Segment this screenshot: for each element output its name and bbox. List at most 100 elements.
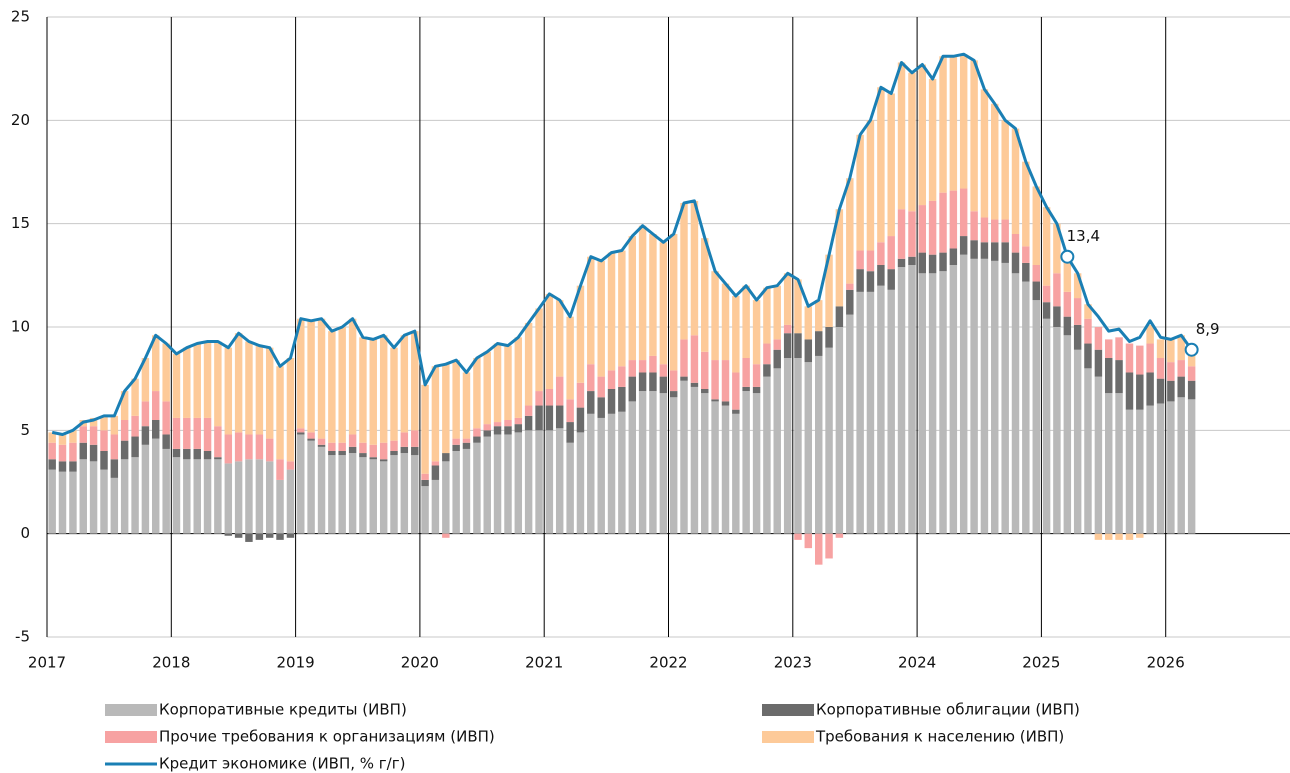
bar-segment xyxy=(991,260,999,534)
bar-segment xyxy=(711,360,719,400)
bar-segment xyxy=(680,376,688,381)
bar-segment xyxy=(1115,360,1123,394)
legend-swatch xyxy=(105,704,157,716)
bar-segment xyxy=(897,62,906,210)
bar-segment xyxy=(1084,343,1092,369)
bar-segment xyxy=(224,347,233,435)
bar-segment xyxy=(815,533,823,565)
bar-segment xyxy=(379,442,388,460)
bar-segment xyxy=(959,254,968,534)
bar-segment xyxy=(141,358,150,402)
bar-segment xyxy=(1177,397,1185,534)
bar-segment xyxy=(1105,393,1113,534)
bar-segment xyxy=(69,430,77,443)
bar-segment xyxy=(234,533,243,538)
bar-segment xyxy=(815,300,823,332)
bar-segment xyxy=(297,318,305,429)
bar-segment xyxy=(162,434,170,449)
bar-segment xyxy=(928,254,937,274)
bar-segment xyxy=(1146,324,1154,344)
bar-segment xyxy=(1094,376,1103,534)
bar-segment xyxy=(1022,281,1030,534)
bar-segment xyxy=(1094,327,1103,350)
bar-segment xyxy=(504,426,512,435)
bar-segment xyxy=(1125,533,1134,540)
bar-segment xyxy=(711,271,719,361)
bar-segment xyxy=(991,103,999,220)
bar-segment xyxy=(1042,207,1051,286)
bar-segment xyxy=(369,339,377,445)
bar-segment xyxy=(514,424,523,433)
bar-segment xyxy=(721,283,730,361)
bar-segment xyxy=(825,254,833,327)
line xyxy=(51,52,1193,436)
bar-segment xyxy=(866,271,875,292)
bar-segment xyxy=(328,442,336,451)
bar-segment xyxy=(203,459,212,534)
bar-segment xyxy=(307,440,315,534)
bar-segment xyxy=(721,360,730,402)
x-tick-label: 2026 xyxy=(1147,654,1185,672)
bar-segment xyxy=(276,533,284,540)
bar-segment xyxy=(877,265,885,286)
bar-segment xyxy=(183,347,191,418)
bar-segment xyxy=(866,250,875,272)
bar-segment xyxy=(949,56,958,191)
bar-segment xyxy=(79,426,87,443)
bar-segment xyxy=(493,434,502,534)
bar-segment xyxy=(908,72,916,212)
bar-segment xyxy=(172,457,181,534)
bar-segment xyxy=(566,442,574,534)
legend-label: Кредит экономике (ИВП, % г/г) xyxy=(159,755,405,773)
bar-segment xyxy=(763,376,771,534)
bar-segment xyxy=(514,417,523,425)
bar-segment xyxy=(224,463,233,534)
bar-segment xyxy=(338,455,346,534)
y-tick-label: 25 xyxy=(11,8,30,26)
bar-segment xyxy=(1125,343,1134,373)
bar-segment xyxy=(442,461,450,534)
bar-segment xyxy=(959,188,968,237)
bar-segment xyxy=(1105,358,1113,394)
bar-segment xyxy=(193,448,201,460)
bar-segment xyxy=(483,430,491,437)
bar-segment xyxy=(69,461,77,472)
bar-segment xyxy=(504,345,512,420)
bar-segment xyxy=(317,438,326,445)
bar-segment xyxy=(763,364,771,377)
bar-segment xyxy=(628,401,637,534)
bar-segment xyxy=(110,477,119,534)
bar-segment xyxy=(773,339,781,350)
point-marker xyxy=(1184,342,1199,357)
bar-segment xyxy=(545,405,554,431)
bar-segment xyxy=(110,415,119,435)
bar-segment xyxy=(1022,161,1030,247)
bar-segment xyxy=(1167,339,1175,363)
bar-segment xyxy=(555,405,564,429)
bar-segment xyxy=(576,285,585,383)
bar-segment xyxy=(701,351,709,389)
bar-segment xyxy=(317,444,326,447)
bar-segment xyxy=(1032,186,1040,265)
bar-segment xyxy=(783,324,792,334)
bar-segment xyxy=(193,459,201,534)
point-marker xyxy=(1060,249,1075,264)
bar-segment xyxy=(120,420,129,441)
bar-segment xyxy=(918,252,927,274)
bar-segment xyxy=(245,533,253,542)
bar-segment xyxy=(317,318,326,439)
bar-segment xyxy=(276,459,284,480)
bar-segment xyxy=(1167,380,1175,402)
bar-segment xyxy=(234,333,243,433)
bar-segment xyxy=(607,413,616,534)
bar-segment xyxy=(970,258,978,534)
bar-segment xyxy=(524,430,533,534)
bar-segment xyxy=(483,424,491,431)
bar-segment xyxy=(638,372,647,392)
bar-segment xyxy=(649,391,657,534)
x-tick-label: 2022 xyxy=(649,654,687,672)
bar-segment xyxy=(628,376,637,402)
bar-segment xyxy=(545,430,554,534)
bar-segment xyxy=(131,457,139,534)
bar-segment xyxy=(804,306,813,340)
